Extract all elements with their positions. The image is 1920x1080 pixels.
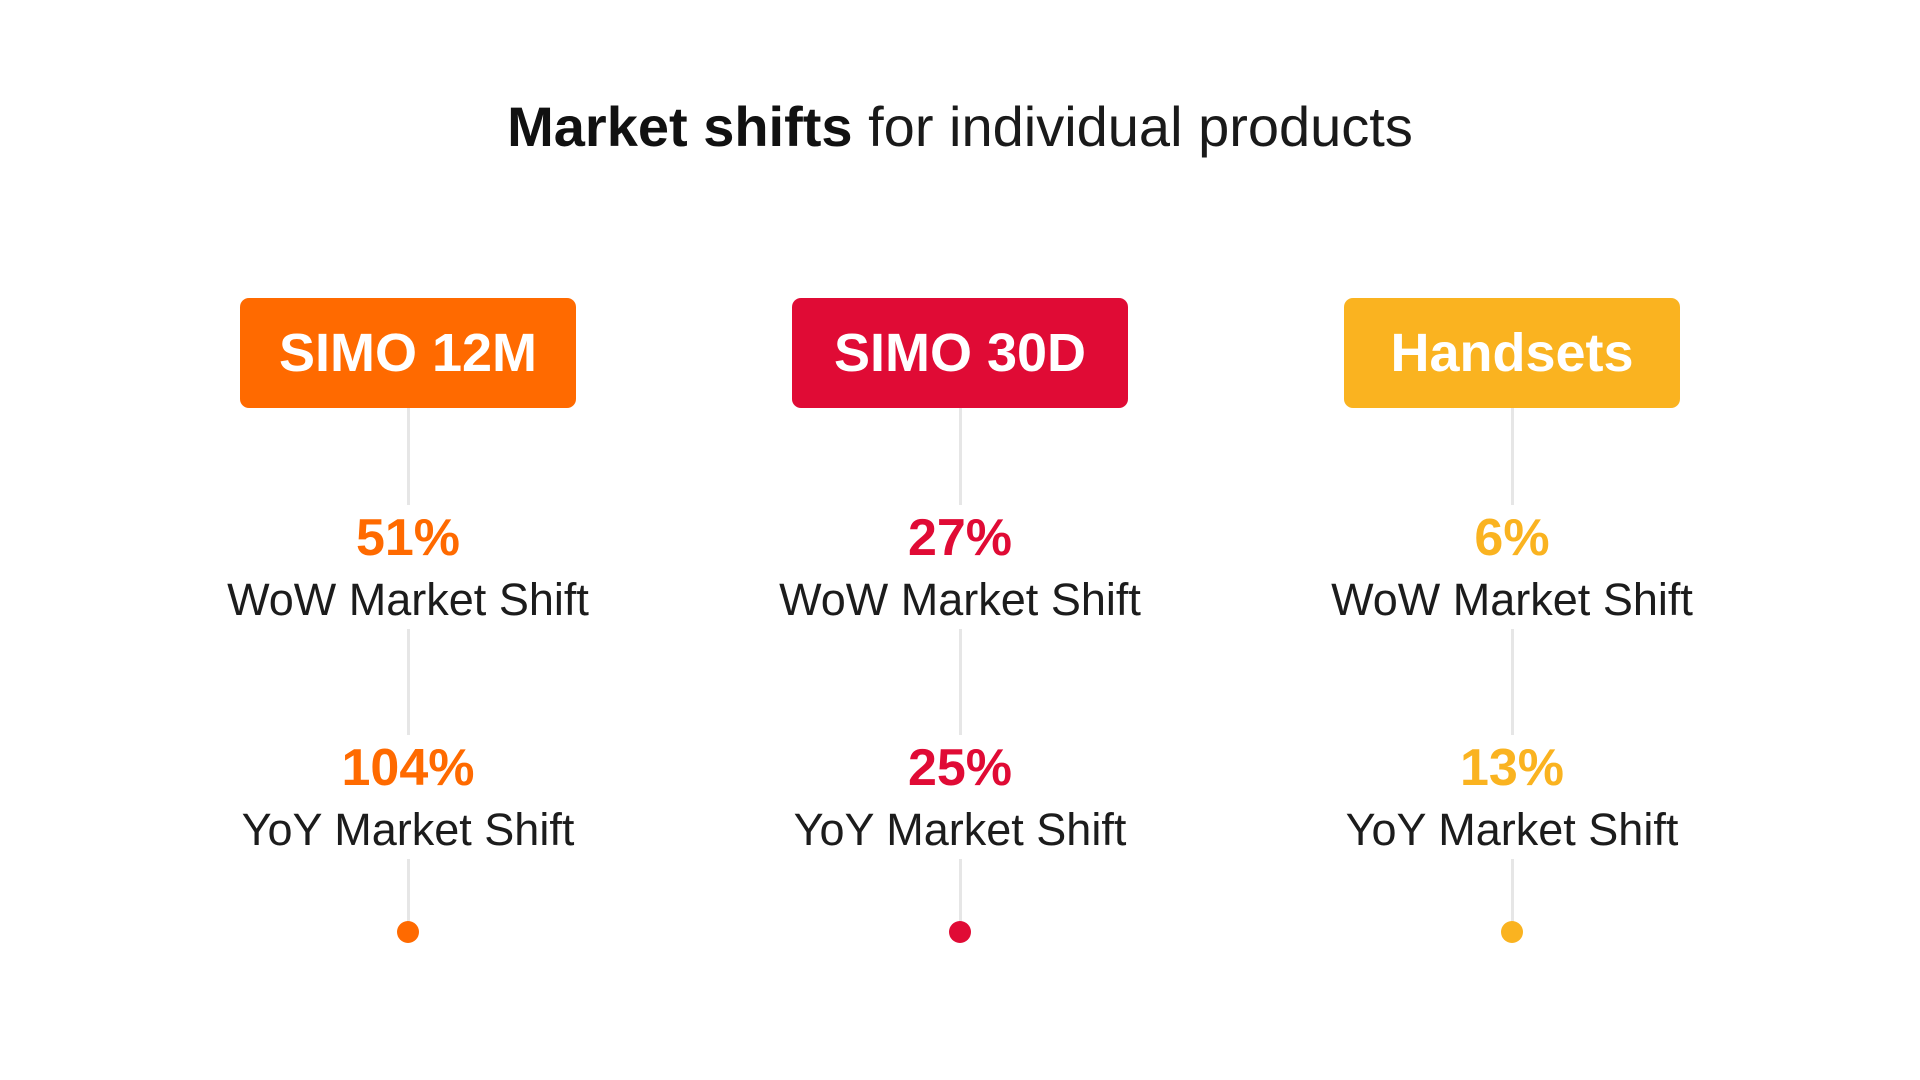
yoy-stat: 25% YoY Market Shift: [680, 735, 1240, 859]
wow-label: WoW Market Shift: [1331, 574, 1693, 625]
yoy-label: YoY Market Shift: [793, 804, 1127, 855]
page-title: Market shifts for individual products: [0, 92, 1920, 162]
yoy-stat: 104% YoY Market Shift: [128, 735, 688, 859]
end-dot: [949, 921, 971, 943]
product-column-handsets: Handsets 6% WoW Market Shift 13% YoY Mar…: [1232, 0, 1792, 1080]
wow-stat: 6% WoW Market Shift: [1232, 505, 1792, 629]
product-column-simo-12m: SIMO 12M 51% WoW Market Shift 104% YoY M…: [128, 0, 688, 1080]
product-badge: SIMO 12M: [240, 298, 576, 408]
end-dot: [397, 921, 419, 943]
product-column-simo-30d: SIMO 30D 27% WoW Market Shift 25% YoY Ma…: [680, 0, 1240, 1080]
end-dot: [1501, 921, 1523, 943]
yoy-stat: 13% YoY Market Shift: [1232, 735, 1792, 859]
title-rest: for individual products: [852, 95, 1413, 158]
wow-stat: 51% WoW Market Shift: [128, 505, 688, 629]
wow-label: WoW Market Shift: [227, 574, 589, 625]
connector-line: [959, 405, 962, 930]
wow-stat: 27% WoW Market Shift: [680, 505, 1240, 629]
yoy-label: YoY Market Shift: [241, 804, 575, 855]
product-name: Handsets: [1390, 323, 1634, 383]
connector-line: [1511, 405, 1514, 930]
wow-label: WoW Market Shift: [779, 574, 1141, 625]
title-bold: Market shifts: [507, 95, 853, 158]
wow-value: 51%: [355, 509, 461, 567]
product-name: SIMO 30D: [833, 323, 1087, 383]
product-name: SIMO 12M: [278, 323, 538, 383]
yoy-value: 104%: [341, 739, 475, 797]
yoy-value: 25%: [907, 739, 1013, 797]
wow-value: 6%: [1474, 509, 1550, 567]
product-badge: SIMO 30D: [792, 298, 1128, 408]
connector-line: [407, 405, 410, 930]
product-badge: Handsets: [1344, 298, 1680, 408]
wow-value: 27%: [907, 509, 1013, 567]
yoy-value: 13%: [1459, 739, 1565, 797]
yoy-label: YoY Market Shift: [1345, 804, 1679, 855]
